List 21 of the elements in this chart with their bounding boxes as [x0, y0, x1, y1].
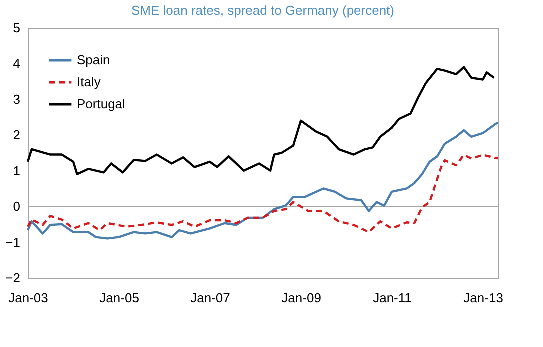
line-series: [26, 154, 500, 234]
line-series: [26, 122, 500, 240]
x-tick-label: Jan-13: [464, 290, 504, 306]
legend-label: Spain: [77, 52, 110, 68]
x-tick-label: Jan-03: [8, 290, 48, 306]
x-tick-label: Jan-07: [190, 290, 230, 306]
y-tick-label: −2: [6, 270, 20, 286]
line-series: [26, 66, 496, 176]
chart-title: SME loan rates, spread to Germany (percent): [131, 3, 395, 18]
y-tick-label: 2: [13, 128, 20, 143]
y-tick-label: 0: [13, 199, 20, 214]
legend-label: Portugal: [77, 96, 126, 112]
y-tick-label: 3: [13, 92, 20, 107]
y-tick-label: 1: [13, 163, 20, 178]
x-tick-label: Jan-05: [100, 290, 140, 306]
x-tick-label: Jan-11: [373, 290, 412, 306]
y-tick-label: 4: [13, 56, 20, 72]
x-tick-label: Jan-09: [282, 290, 322, 306]
y-tick-label: 5: [13, 20, 20, 36]
legend-label: Italy: [77, 74, 102, 90]
y-tick-label: −1: [6, 234, 20, 250]
